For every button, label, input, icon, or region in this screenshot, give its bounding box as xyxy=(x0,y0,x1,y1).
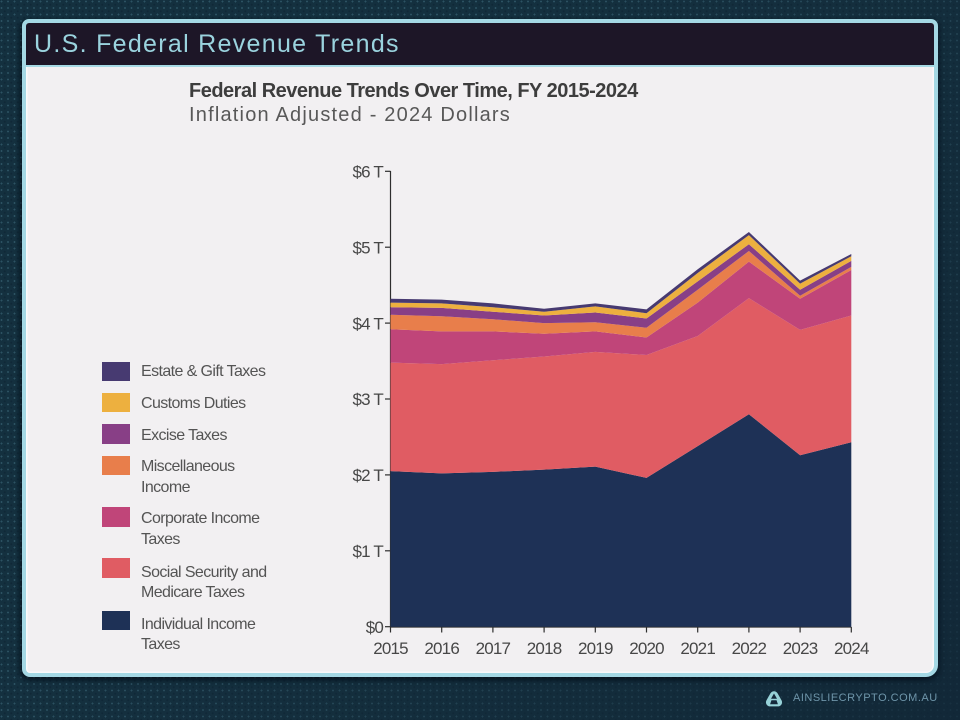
svg-text:2016: 2016 xyxy=(424,639,459,658)
svg-text:2017: 2017 xyxy=(476,639,511,658)
svg-text:$0: $0 xyxy=(366,618,384,637)
svg-text:2020: 2020 xyxy=(629,639,664,658)
svg-text:2018: 2018 xyxy=(527,639,562,658)
svg-text:$5 T: $5 T xyxy=(352,238,383,257)
svg-text:$6 T: $6 T xyxy=(352,163,383,182)
svg-text:$4 T: $4 T xyxy=(352,314,383,333)
svg-text:2021: 2021 xyxy=(680,639,715,658)
svg-text:2015: 2015 xyxy=(373,639,408,658)
svg-text:2022: 2022 xyxy=(732,639,767,658)
svg-text:$2 T: $2 T xyxy=(352,466,383,485)
svg-text:2019: 2019 xyxy=(578,639,613,658)
svg-text:$3 T: $3 T xyxy=(352,390,383,409)
svg-text:$1 T: $1 T xyxy=(352,542,383,561)
svg-text:2023: 2023 xyxy=(783,639,818,658)
svg-text:2024: 2024 xyxy=(834,639,869,658)
